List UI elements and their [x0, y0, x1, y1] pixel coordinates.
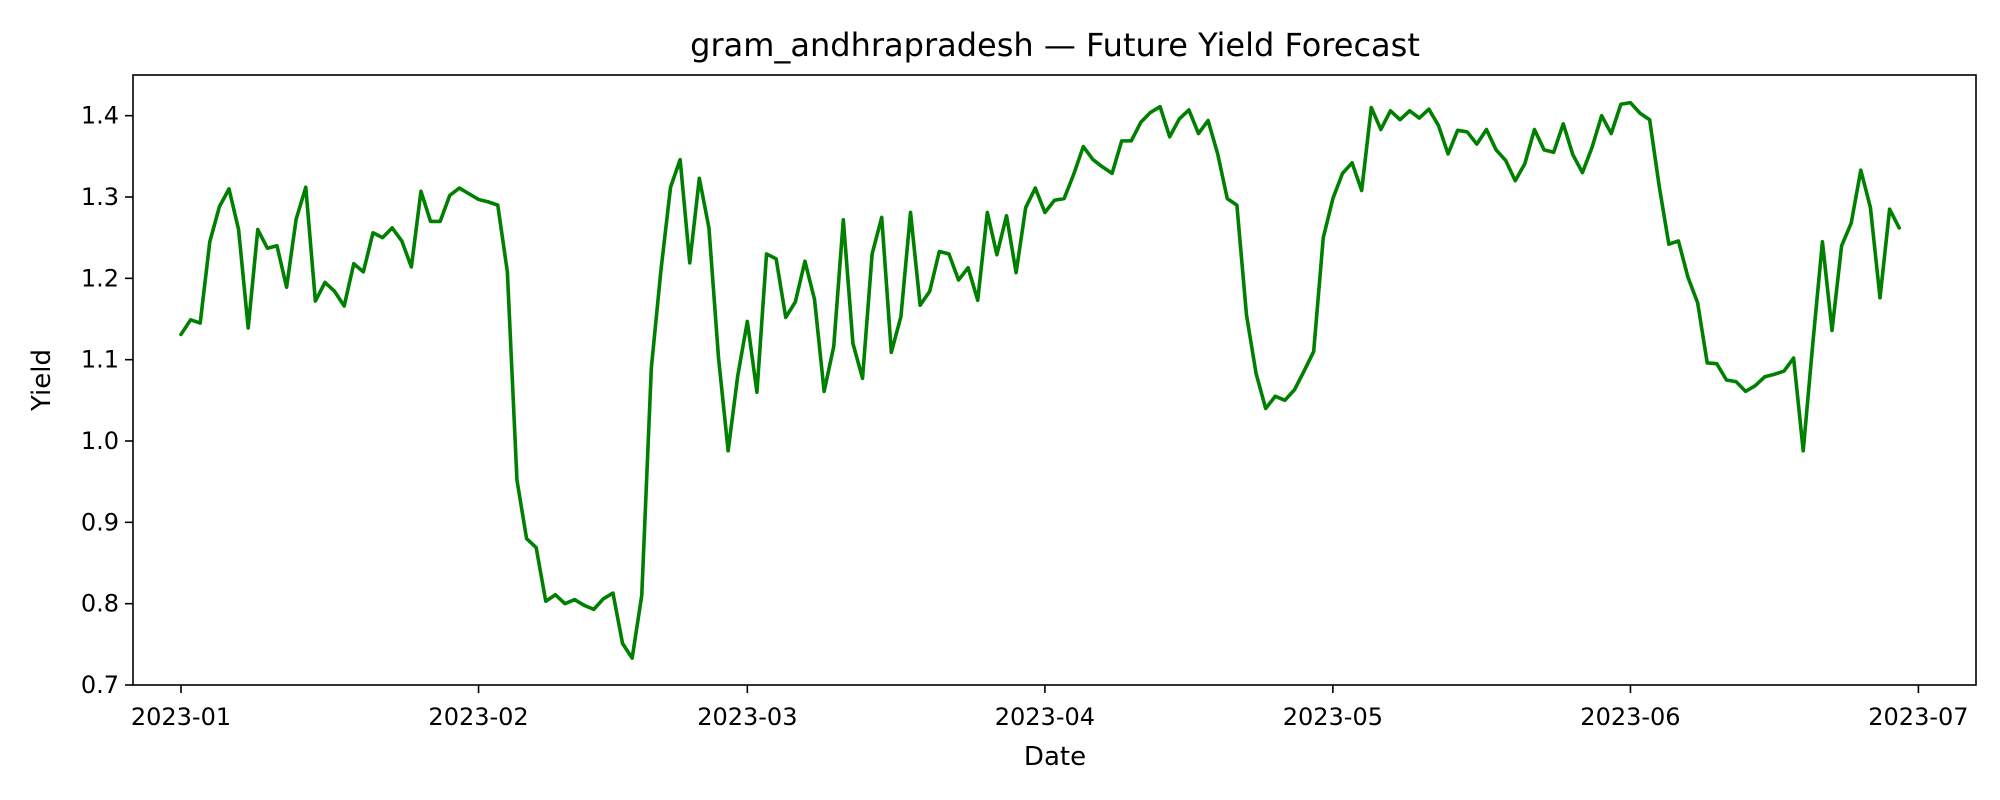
- x-tick-label: 2023-01: [131, 703, 231, 731]
- x-axis: 2023-01 2023-02 2023-03 2023-04 2023-05 2023-…: [131, 685, 1969, 731]
- x-axis-label: Date: [1024, 742, 1086, 772]
- y-tick-label: 1.2: [81, 264, 119, 292]
- y-tick-label: 1.1: [81, 346, 119, 374]
- yield-series-line: [179, 100, 1902, 660]
- x-tick-label: 2023-03: [697, 703, 797, 731]
- y-tick-label: 1.0: [81, 427, 119, 455]
- x-tick-label: 2023-05: [1283, 703, 1383, 731]
- x-tick-label: 2023-02: [428, 703, 528, 731]
- x-tick-label: 2023-07: [1868, 703, 1968, 731]
- y-tick-label: 1.4: [81, 102, 119, 130]
- y-tick-label: 0.9: [81, 508, 119, 536]
- y-axis: 0.7 0.8 0.9 1.0 1.1 1.2 1.3 1.4: [81, 102, 133, 699]
- y-tick-label: 0.8: [81, 590, 119, 618]
- chart-title: gram_andhrapradesh — Future Yield Foreca…: [690, 26, 1420, 64]
- plot-frame: [132, 74, 1977, 686]
- y-axis-label: Yield: [27, 349, 57, 412]
- y-tick-label: 1.3: [81, 183, 119, 211]
- x-tick-label: 2023-04: [995, 703, 1095, 731]
- x-tick-label: 2023-06: [1580, 703, 1680, 731]
- y-tick-label: 0.7: [81, 671, 119, 699]
